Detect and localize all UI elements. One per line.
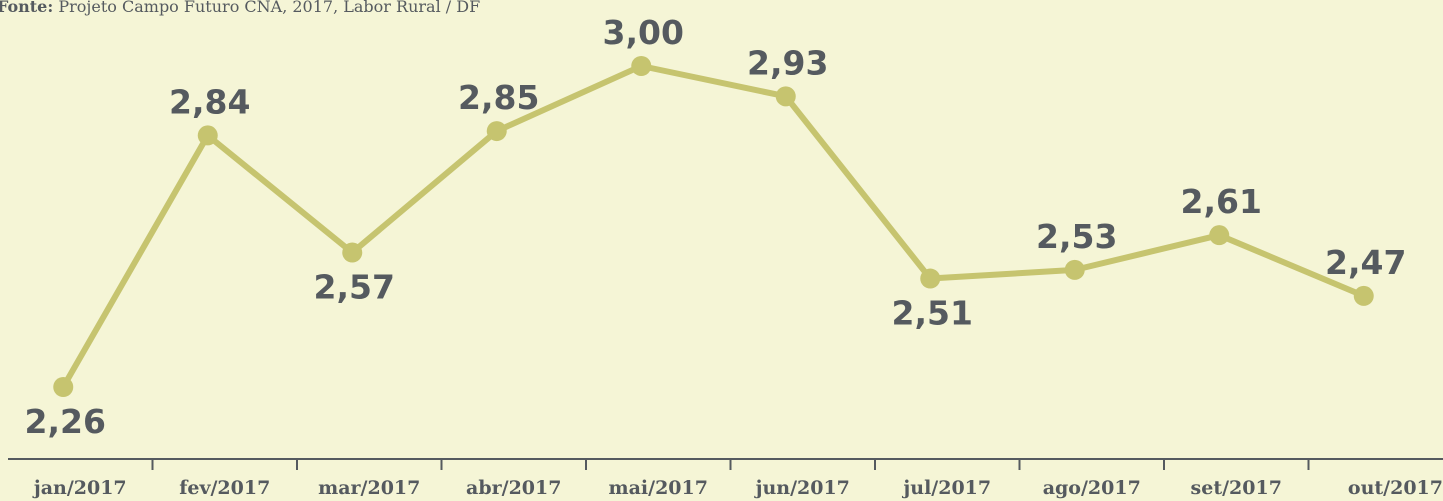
x-tick-label: jun/2017 <box>754 477 850 499</box>
value-label: 2,57 <box>314 268 395 307</box>
point <box>342 242 363 263</box>
point <box>53 377 74 397</box>
value-label: 2,47 <box>1325 243 1406 282</box>
value-label: 2,61 <box>1181 182 1262 221</box>
value-label: 2,53 <box>1036 217 1117 256</box>
x-tick-label: out/2017 <box>1348 477 1443 499</box>
x-tick-label: ago/2017 <box>1043 477 1141 499</box>
point <box>486 121 507 142</box>
value-label: 2,85 <box>458 78 539 117</box>
source-label: Fonte: <box>0 0 53 16</box>
source: Fonte: Projeto Campo Futuro CNA, 2017, L… <box>0 0 480 16</box>
point <box>775 86 796 107</box>
x-tick-label: mar/2017 <box>318 477 420 499</box>
point <box>631 56 652 76</box>
value-label: 2,26 <box>25 402 106 441</box>
point <box>1353 285 1374 306</box>
x-tick-label: jul/2017 <box>901 477 991 499</box>
point <box>197 125 218 146</box>
x-tick-label: fev/2017 <box>179 477 270 499</box>
series-line <box>60 63 1365 389</box>
value-label: 3,00 <box>603 13 684 52</box>
point <box>920 268 941 289</box>
x-tick-label: set/2017 <box>1191 477 1282 499</box>
value-label: 2,84 <box>169 82 250 121</box>
x-tick-label: jan/2017 <box>32 477 127 499</box>
point <box>1064 259 1085 280</box>
value-label: 2,51 <box>892 294 973 333</box>
value-label: 2,93 <box>747 43 828 82</box>
point <box>1209 225 1230 246</box>
source-text: Projeto Campo Futuro CNA, 2017, Labor Ru… <box>58 0 480 16</box>
x-tick-label: mai/2017 <box>609 477 708 499</box>
x-tick-label: abr/2017 <box>466 477 561 499</box>
